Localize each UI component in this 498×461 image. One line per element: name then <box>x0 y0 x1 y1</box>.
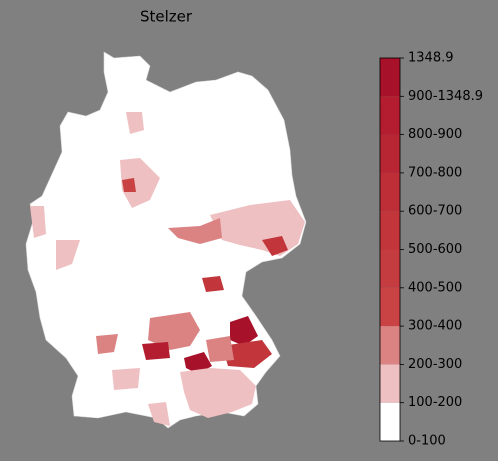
colorbar-label: 1348.9 <box>408 51 454 66</box>
region <box>206 336 234 362</box>
colorbar-bin <box>380 172 400 212</box>
region <box>180 368 256 418</box>
colorbar-bin <box>380 287 400 327</box>
region <box>126 112 144 134</box>
colorbar-bin <box>380 364 400 403</box>
region <box>30 206 46 238</box>
region <box>202 276 224 292</box>
colorbar-label: 400-500 <box>408 280 462 295</box>
region <box>262 236 288 256</box>
colorbar-label: 900-1348.9 <box>408 89 483 104</box>
colorbar-label: 300-400 <box>408 319 462 334</box>
region <box>148 312 200 350</box>
colorbar-bin <box>380 96 400 135</box>
germany-map <box>25 51 307 429</box>
colorbar-label: 600-700 <box>408 204 462 219</box>
region <box>148 402 170 426</box>
colorbar-label: 500-600 <box>408 242 462 257</box>
colorbar-bin <box>380 58 400 97</box>
region <box>142 342 170 360</box>
colorbar-bin <box>380 249 400 288</box>
colorbar-bin <box>380 134 400 173</box>
colorbar-bin <box>380 326 400 365</box>
colorbar-label: 100-200 <box>408 395 462 410</box>
region <box>56 240 80 270</box>
region <box>230 316 258 346</box>
region <box>168 218 222 244</box>
colorbar-label: 0-100 <box>408 434 446 449</box>
region <box>120 158 160 208</box>
region <box>122 178 136 192</box>
region <box>222 340 272 368</box>
colorbar-bin <box>380 211 400 250</box>
colorbar-bin <box>380 402 400 441</box>
colorbar-label: 800-900 <box>408 127 462 142</box>
map-title: Stelzer <box>140 8 193 26</box>
colorbar: 0-100 100-200 200-300 300-400 400-500 500-600… <box>379 51 483 449</box>
colorbar-label: 200-300 <box>408 357 462 372</box>
region <box>112 368 140 390</box>
region <box>96 334 118 354</box>
region <box>184 352 212 374</box>
colorbar-label: 700-800 <box>408 165 462 180</box>
